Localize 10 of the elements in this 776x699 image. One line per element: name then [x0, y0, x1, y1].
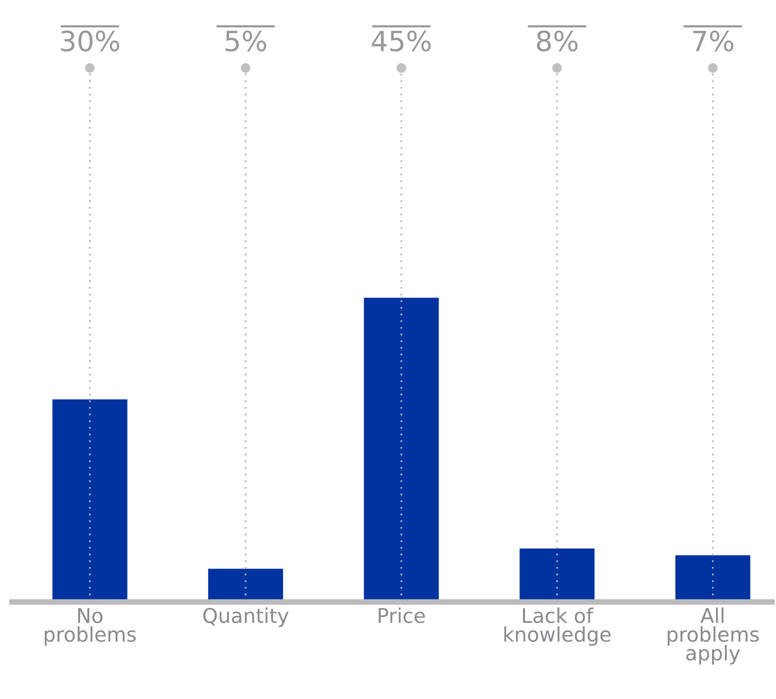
data-label: 30% [61, 30, 120, 52]
x-tick-label: Price [378, 608, 425, 624]
data-label: 5% [226, 30, 266, 52]
data-label: 45% [372, 30, 431, 52]
data-label: 8% [536, 30, 578, 52]
x-tick-label: All problems apply [668, 608, 759, 664]
x-tick-label: No problems [44, 608, 136, 646]
data-label: 7% [693, 30, 734, 52]
x-tick-label: Lack of knowledge [504, 608, 611, 646]
x-tick-label: Quantity [203, 608, 289, 628]
